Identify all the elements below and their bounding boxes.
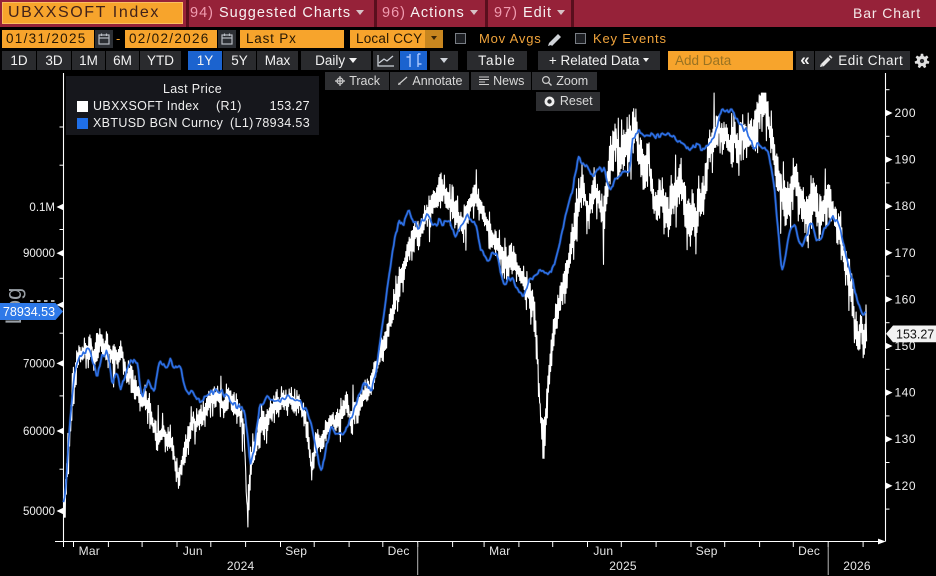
svg-text:70000: 70000 [23, 358, 55, 370]
svg-text:60000: 60000 [23, 426, 55, 438]
svg-text:Jun: Jun [593, 544, 613, 558]
svg-text:153.27: 153.27 [896, 327, 934, 341]
svg-text:190: 190 [895, 153, 917, 167]
svg-text:78934.53: 78934.53 [3, 305, 55, 319]
svg-text:Dec: Dec [798, 544, 820, 558]
svg-text:170: 170 [895, 246, 917, 260]
svg-text:160: 160 [895, 292, 917, 306]
svg-text:0.1M: 0.1M [29, 202, 55, 214]
svg-text:90000: 90000 [23, 248, 55, 260]
svg-text:200: 200 [895, 106, 917, 120]
svg-text:Dec: Dec [388, 544, 410, 558]
svg-text:130: 130 [895, 432, 917, 446]
svg-text:140: 140 [895, 386, 917, 400]
svg-text:2025: 2025 [609, 559, 637, 573]
svg-text:Mar: Mar [79, 544, 100, 558]
svg-text:180: 180 [895, 199, 917, 213]
svg-text:Mar: Mar [489, 544, 510, 558]
svg-text:Jun: Jun [183, 544, 203, 558]
svg-text:2026: 2026 [843, 559, 871, 573]
svg-text:50000: 50000 [23, 506, 55, 518]
svg-text:Sep: Sep [696, 544, 718, 558]
svg-text:150: 150 [895, 339, 917, 353]
svg-text:120: 120 [895, 479, 917, 493]
svg-text:Sep: Sep [285, 544, 307, 558]
svg-text:2024: 2024 [227, 559, 255, 573]
